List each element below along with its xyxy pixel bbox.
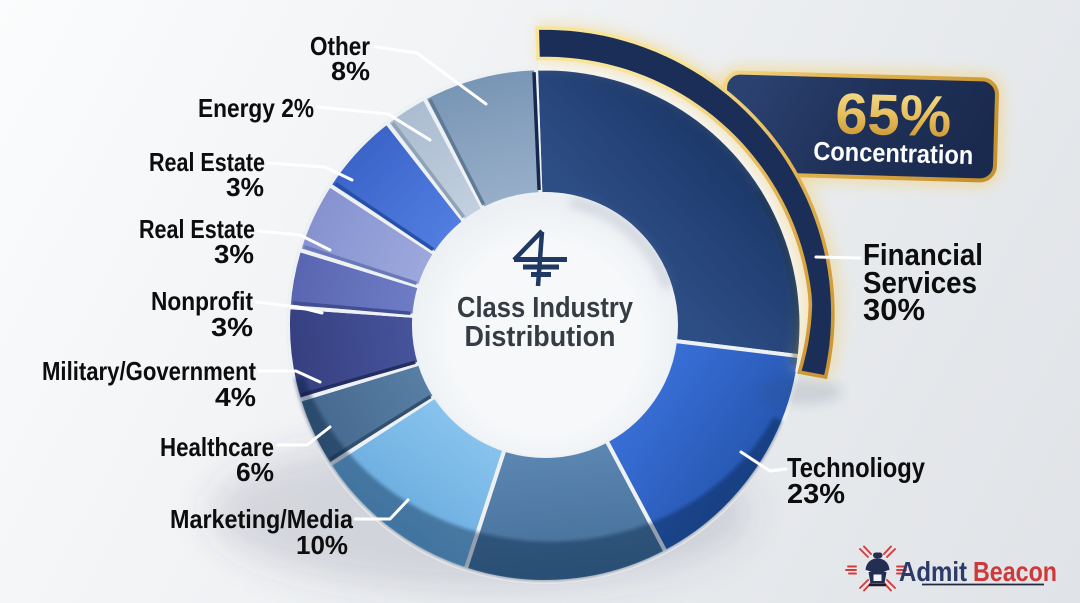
- svg-text:30%: 30%: [863, 292, 925, 327]
- svg-text:6%: 6%: [236, 457, 274, 487]
- svg-text:Real Estate: Real Estate: [149, 147, 265, 177]
- svg-text:Healthcare: Healthcare: [160, 432, 274, 462]
- svg-text:3%: 3%: [214, 239, 254, 269]
- svg-text:23%: 23%: [787, 478, 845, 509]
- svg-text:Other: Other: [310, 31, 370, 61]
- svg-text:Distribution: Distribution: [465, 321, 616, 353]
- svg-text:10%: 10%: [296, 530, 348, 560]
- svg-text:Financial: Financial: [863, 237, 983, 272]
- svg-text:Nonprofit: Nonprofit: [151, 286, 253, 316]
- svg-text:Class Industry: Class Industry: [457, 292, 633, 324]
- svg-text:3%: 3%: [211, 312, 253, 342]
- svg-text:Beacon: Beacon: [973, 556, 1057, 587]
- svg-text:Concentration: Concentration: [813, 136, 974, 170]
- svg-text:3%: 3%: [226, 172, 264, 202]
- svg-text:Energy 2%: Energy 2%: [198, 93, 314, 123]
- svg-text:4%: 4%: [215, 382, 256, 412]
- svg-text:Services: Services: [863, 265, 977, 300]
- svg-text:Technoliogy: Technoliogy: [787, 452, 925, 483]
- svg-text:Marketing/Media: Marketing/Media: [170, 504, 353, 534]
- svg-text:8%: 8%: [331, 56, 370, 86]
- svg-text:65%: 65%: [834, 81, 952, 149]
- svg-text:Military/Government: Military/Government: [42, 356, 256, 386]
- svg-text:Real Estate: Real Estate: [139, 214, 255, 244]
- svg-text:Admit: Admit: [899, 556, 967, 587]
